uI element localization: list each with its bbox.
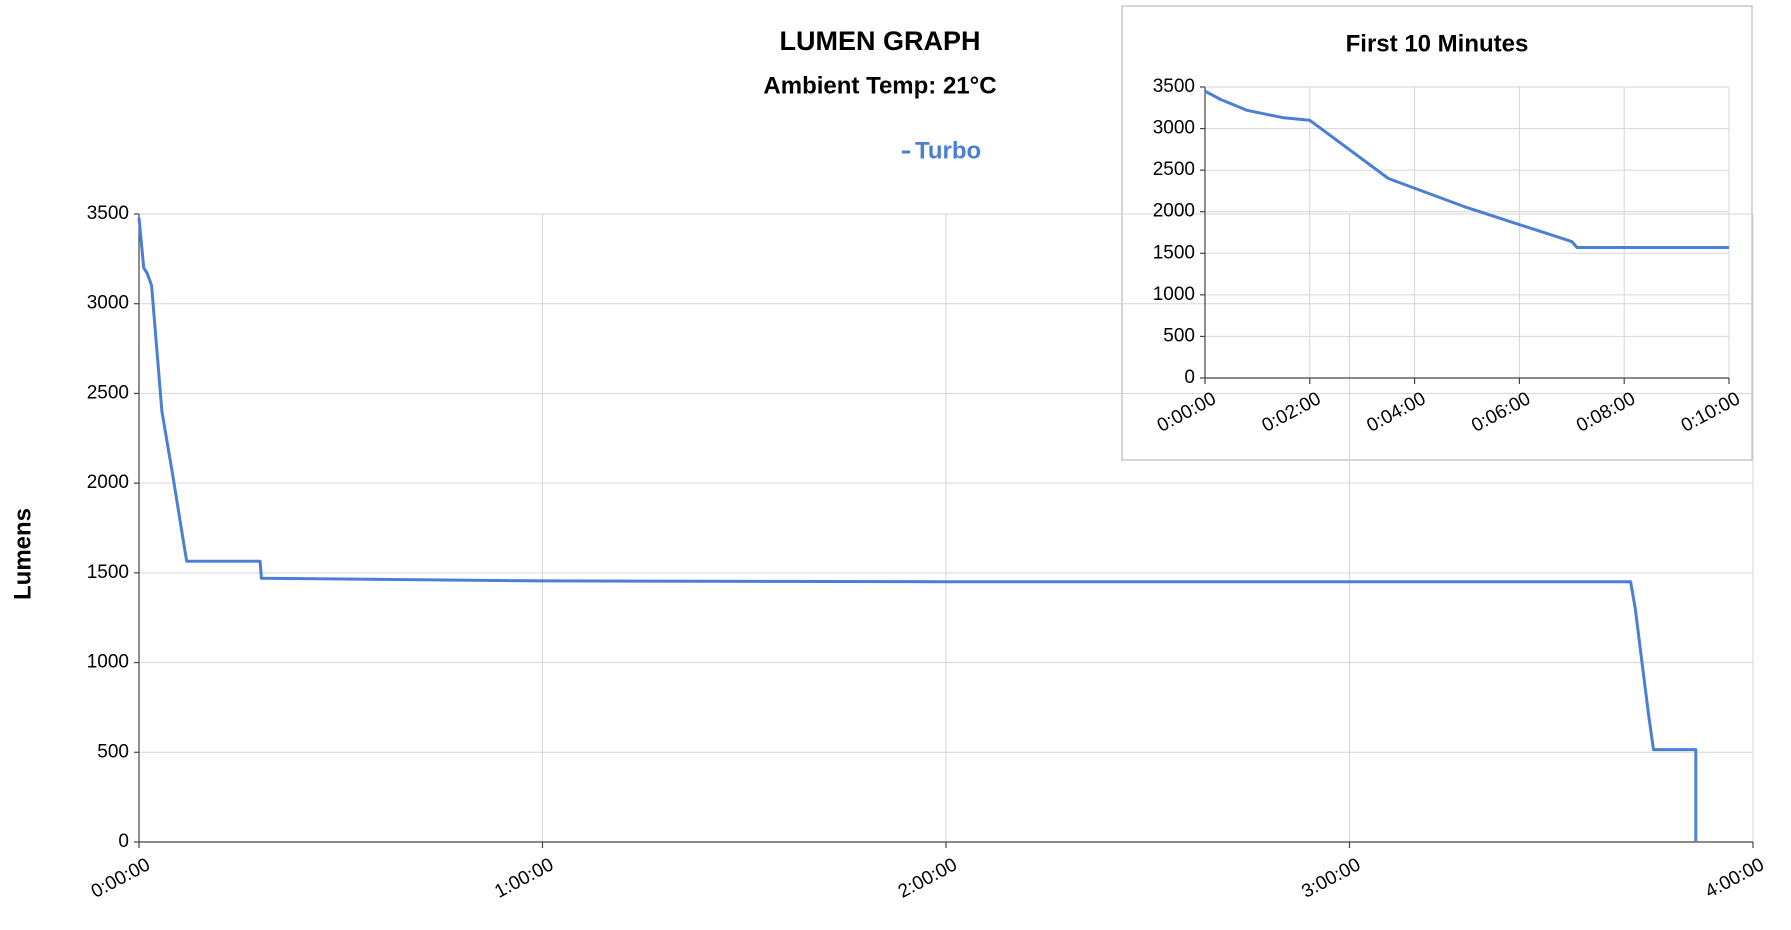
x-tick-label: 1:00:00 bbox=[491, 854, 557, 902]
y-tick-label: 2000 bbox=[1153, 201, 1195, 222]
y-tick-label: 3000 bbox=[87, 293, 129, 314]
x-tick-label: 3:00:00 bbox=[1298, 854, 1364, 902]
y-tick-label: 2000 bbox=[87, 472, 129, 493]
y-tick-label: 1000 bbox=[1153, 284, 1195, 305]
y-tick-label: 3000 bbox=[1153, 118, 1195, 139]
y-tick-label: 500 bbox=[97, 741, 129, 762]
legend-label: Turbo bbox=[915, 137, 981, 164]
y-tick-label: 1500 bbox=[87, 562, 129, 583]
y-tick-label: 1000 bbox=[87, 652, 129, 673]
inset-title: First 10 Minutes bbox=[1346, 30, 1529, 57]
data-line bbox=[1204, 89, 1729, 249]
inset-frame bbox=[1121, 5, 1753, 461]
data-line bbox=[137, 217, 1698, 842]
y-tick-label: 2500 bbox=[87, 382, 129, 403]
y-tick-label: 0 bbox=[1184, 367, 1195, 388]
y-tick-label: 500 bbox=[1163, 325, 1195, 346]
y-tick-label: 2500 bbox=[1153, 159, 1195, 180]
y-tick-label: 3500 bbox=[87, 203, 129, 224]
y-tick-label: 0 bbox=[118, 831, 129, 852]
chart-subtitle: Ambient Temp: 21°C bbox=[763, 72, 996, 99]
x-tick-label: 0:00:00 bbox=[88, 854, 154, 902]
y-axis-label: Lumens bbox=[9, 508, 36, 600]
x-tick-label: 4:00:00 bbox=[1702, 854, 1768, 902]
y-tick-label: 3500 bbox=[1153, 76, 1195, 97]
x-tick-label: 2:00:00 bbox=[895, 854, 961, 902]
chart-title: LUMEN GRAPH bbox=[780, 26, 981, 56]
y-tick-label: 1500 bbox=[1153, 242, 1195, 263]
